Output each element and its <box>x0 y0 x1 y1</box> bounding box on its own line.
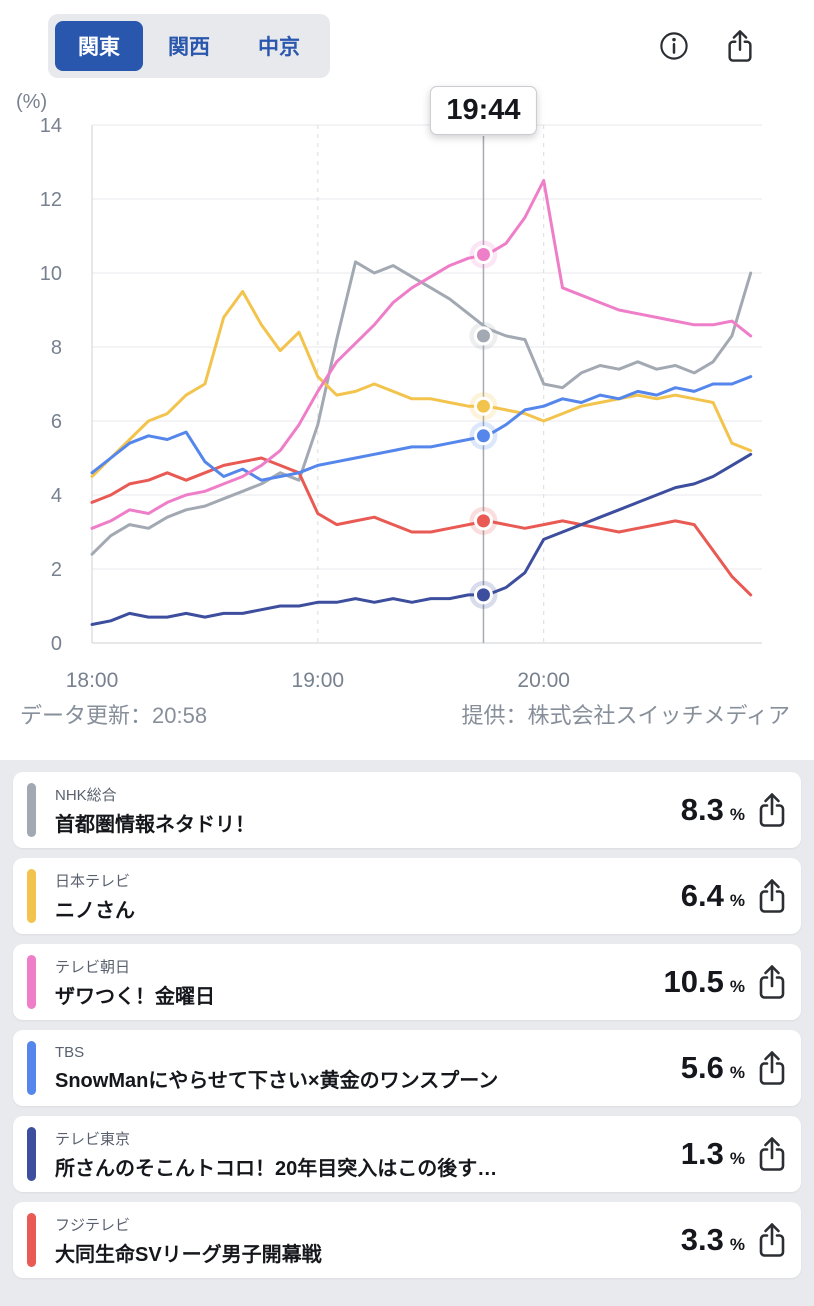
rating-value: 3.3 % <box>680 1222 745 1257</box>
series-line-2 <box>90 456 753 597</box>
cursor-dot <box>473 426 493 446</box>
info-icon[interactable] <box>658 28 690 64</box>
channel-color-bar <box>27 869 36 923</box>
tab-chukyo[interactable]: 中京 <box>235 21 323 71</box>
share-icon[interactable] <box>755 963 789 1001</box>
cursor-dot <box>473 585 493 605</box>
program-title: ニノさん <box>55 899 135 922</box>
tab-kanto[interactable]: 関東 <box>55 21 143 71</box>
y-tick-label: 12 <box>40 189 62 211</box>
share-icon[interactable] <box>724 28 756 64</box>
program-title: 大同生命SVリーグ男子開幕戦 <box>55 1243 322 1266</box>
channel-card[interactable]: テレビ東京 所さんのそこんトコロ！20年目突入はこの後す… 1.3 % <box>13 1116 801 1192</box>
series-line-1 <box>90 290 753 478</box>
cursor-dot <box>473 396 493 416</box>
y-tick-label: 6 <box>51 411 62 433</box>
provider-label: 提供：株式会社スイッチメディア <box>461 703 790 728</box>
series-line-3 <box>90 452 753 626</box>
channel-color-bar <box>27 1213 36 1267</box>
series-line-4 <box>90 375 753 482</box>
share-icon[interactable] <box>755 1049 789 1087</box>
station-name: フジテレビ <box>55 1216 131 1234</box>
y-tick-label: 4 <box>51 485 62 507</box>
station-name: テレビ朝日 <box>55 958 131 976</box>
channel-list: NHK総合 首都圏情報ネタドリ！ 8.3 % 日本テレビ ニノさん 6.4 % … <box>0 760 814 1306</box>
series-line-5 <box>90 179 753 530</box>
channel-card[interactable]: 日本テレビ ニノさん 6.4 % <box>13 858 801 934</box>
rating-value: 1.3 % <box>680 1136 745 1171</box>
station-name: テレビ東京 <box>55 1130 131 1148</box>
x-tick-label: 19:00 <box>292 669 345 692</box>
cursor-dot <box>473 245 493 264</box>
y-tick-label: 2 <box>51 559 62 581</box>
region-tabs: 関東 関西 中京 <box>48 14 330 78</box>
station-name: TBS <box>55 1043 85 1061</box>
channel-card[interactable]: TBS SnowManにやらせて下さい×黄金のワンスプーン 5.6 % <box>13 1030 801 1106</box>
data-updated-label: データ更新：20:58 <box>20 703 208 728</box>
share-icon[interactable] <box>755 877 789 915</box>
top-bar: 関東 関西 中京 <box>0 0 814 78</box>
ratings-chart[interactable]: 0 2 4 6 8 10 12 14(%) 18:00 19:00 20:00 <box>0 86 814 698</box>
program-title: 所さんのそこんトコロ！20年目突入はこの後す… <box>55 1157 498 1180</box>
share-icon[interactable] <box>755 1221 789 1259</box>
y-tick-label: 8 <box>51 337 62 359</box>
channel-card[interactable]: フジテレビ 大同生命SVリーグ男子開幕戦 3.3 % <box>13 1202 801 1278</box>
station-name: NHK総合 <box>55 786 117 804</box>
share-icon[interactable] <box>755 791 789 829</box>
channel-color-bar <box>27 783 36 837</box>
y-tick-label: 0 <box>51 633 62 655</box>
channel-card[interactable]: NHK総合 首都圏情報ネタドリ！ 8.3 % <box>13 772 801 848</box>
x-tick-label: 18:00 <box>66 669 119 692</box>
header-actions <box>658 28 756 64</box>
tab-kansai[interactable]: 関西 <box>145 21 233 71</box>
chart-footer: データ更新：20:58 提供：株式会社スイッチメディア <box>0 698 814 730</box>
cursor-dot <box>473 326 493 346</box>
y-axis-unit-label: (%) <box>16 91 47 113</box>
rating-value: 10.5 % <box>663 964 745 999</box>
share-icon[interactable] <box>755 1135 789 1173</box>
channel-color-bar <box>27 1041 36 1095</box>
channel-color-bar <box>27 1127 36 1181</box>
program-title: SnowManにやらせて下さい×黄金のワンスプーン <box>55 1069 499 1092</box>
y-tick-label: 10 <box>40 263 62 285</box>
station-name: 日本テレビ <box>55 872 131 890</box>
y-tick-label: 14 <box>40 115 62 137</box>
time-tooltip: 19:44 <box>430 86 537 135</box>
program-title: 首都圏情報ネタドリ！ <box>55 813 255 836</box>
cursor-dot <box>473 511 493 531</box>
channel-color-bar <box>27 955 36 1009</box>
series-line-0 <box>90 260 753 556</box>
x-tick-label: 20:00 <box>517 669 570 692</box>
rating-value: 6.4 % <box>680 878 745 913</box>
program-title: ザワつく！金曜日 <box>55 985 215 1008</box>
channel-card[interactable]: テレビ朝日 ザワつく！金曜日 10.5 % <box>13 944 801 1020</box>
rating-value: 8.3 % <box>680 792 745 827</box>
rating-value: 5.6 % <box>680 1050 745 1085</box>
chart-area: 0 2 4 6 8 10 12 14 (%) 18:00 19:00 20:00 19:44 <box>0 86 814 698</box>
